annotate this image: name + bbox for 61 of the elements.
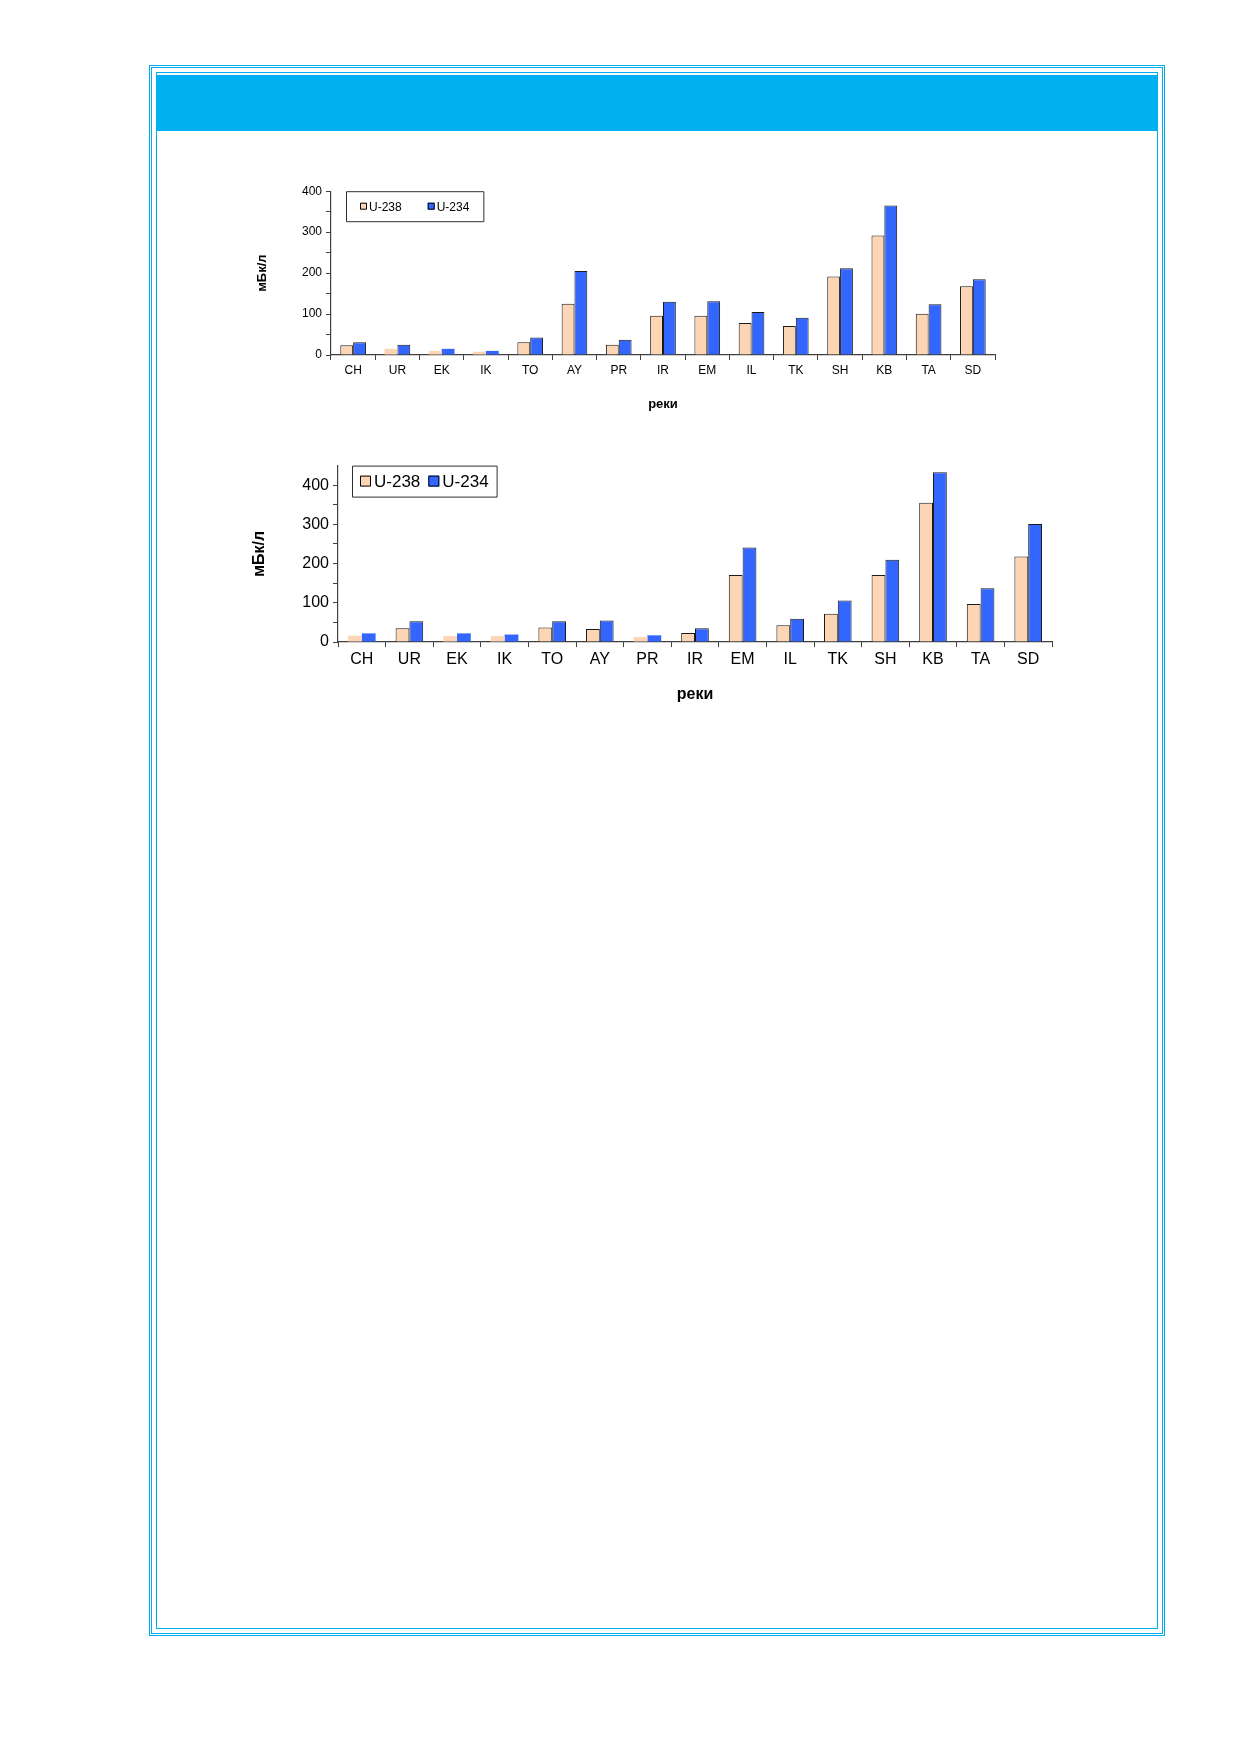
bar [361,633,376,642]
x-tick-label: EM [698,362,717,377]
x-tick-label: KB [876,362,893,377]
y-tick-label: 100 [301,306,323,321]
bar [428,350,442,355]
x-tick-label: CH [344,362,362,377]
y-tick-label: 300 [301,224,323,239]
x-axis-title: реки [676,684,714,702]
bar [647,635,662,642]
x-tick-label: KB [922,650,944,668]
x-tick-label: EK [433,362,450,377]
x-tick-label: TO [541,650,564,668]
legend-label: U-234 [436,199,470,214]
bar [441,348,455,355]
x-tick-label: SH [874,650,897,668]
x-tick-label: UR [388,362,407,377]
y-tick-label: 0 [315,347,323,362]
bar [457,633,471,642]
x-tick-label: IL [746,362,757,377]
x-tick-label: AY [589,650,611,668]
x-tick-label: AY [566,362,583,377]
legend-label: U-238 [374,471,421,491]
bar [443,636,457,642]
x-tick-label: SH [831,362,849,377]
bar [473,351,486,355]
legend-label: U-238 [369,199,403,214]
x-tick-label: PR [610,362,628,377]
x-tick-label: PR [636,650,659,668]
x-tick-label: TA [970,650,991,668]
y-axis-title: мБк/л [250,530,268,577]
x-tick-label: TK [788,362,804,377]
y-tick-label: 100 [302,593,330,611]
y-tick-label: 0 [320,632,330,650]
y-tick-label: 400 [302,475,330,493]
bar [490,636,505,642]
x-axis-title: реки [648,395,678,411]
y-tick-label: 200 [302,554,330,572]
x-tick-label: IK [497,650,513,668]
x-tick-label: UR [397,650,421,668]
x-tick-label: IL [783,650,797,668]
bar [384,348,398,355]
bar [633,636,648,642]
x-tick-label: SD [1017,650,1040,668]
x-tick-label: IR [657,362,670,377]
y-tick-label: 300 [302,514,330,532]
y-tick-label: 200 [301,265,323,280]
x-tick-label: TA [921,362,936,377]
bar [348,635,362,642]
bar [485,350,499,355]
y-tick-label: 400 [301,183,323,198]
x-tick-label: TO [521,362,539,377]
x-tick-label: IR [687,650,703,668]
legend-label: U-234 [442,471,489,491]
x-tick-label: EK [446,650,468,668]
x-tick-label: IK [480,362,492,377]
bar [504,634,519,642]
x-tick-label: EM [730,650,755,668]
y-axis-title: мБк/л [254,254,270,292]
x-tick-label: SD [964,362,982,377]
x-tick-label: CH [350,650,374,668]
x-tick-label: TK [827,650,849,668]
